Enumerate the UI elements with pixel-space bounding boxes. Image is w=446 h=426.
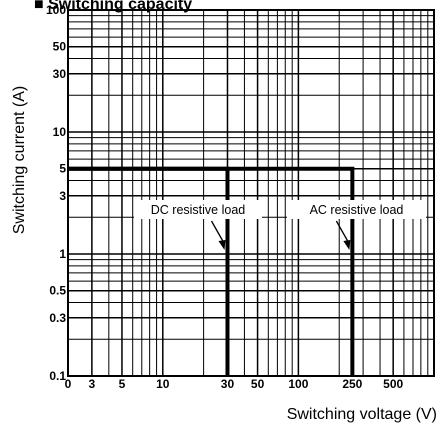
y-tick-label: 0.5 [49,284,66,298]
x-tick-label: 250 [342,377,362,391]
annotation-label-dc: DC resistive load [151,203,246,217]
annotation-bg-ac [287,200,426,219]
y-tick-label: 0.3 [49,311,66,325]
y-tick-label: 1 [59,247,66,261]
plot-frame [67,9,435,377]
x-tick-label: 3 [89,377,96,391]
y-tick-label: 0.1 [49,369,66,383]
annotation-arrow-ac [335,220,350,245]
x-tick-label: 10 [156,377,170,391]
annotation-arrowhead-ac [343,240,351,250]
y-tick-label: 100 [46,3,66,17]
y-tick-label: 10 [53,125,67,139]
major-grid [68,10,434,376]
annotation-label-ac: AC resistive load [310,203,404,217]
series-line-ac [68,166,355,376]
annotation-arrowhead-dc [218,240,226,250]
x-tick-label: 500 [383,377,403,391]
minor-grid [68,10,434,376]
annotation-bg-dc [134,200,262,219]
series-layer [68,166,355,376]
annotations: DC resistive load AC resistive load [134,200,426,250]
y-tick-label: 5 [59,162,66,176]
x-tick-label: 30 [221,377,235,391]
x-tick-label: 100 [288,377,308,391]
y-axis-title: Switching current (A) [11,86,28,235]
tick-labels: 0.1 0.3 0.5 1 3 5 10 30 50 100 0 3 5 10 30 50 100 250 500 [46,3,404,391]
x-tick-label: 0 [65,377,72,391]
y-tick-label: 30 [53,67,67,81]
x-tick-label: 5 [119,377,126,391]
x-tick-label: 50 [251,377,265,391]
x-axis-title: Switching voltage (V) [287,406,437,423]
y-tick-label: 50 [53,40,67,54]
annotation-arrow-dc [210,220,226,245]
y-tick-label: 3 [59,189,66,203]
